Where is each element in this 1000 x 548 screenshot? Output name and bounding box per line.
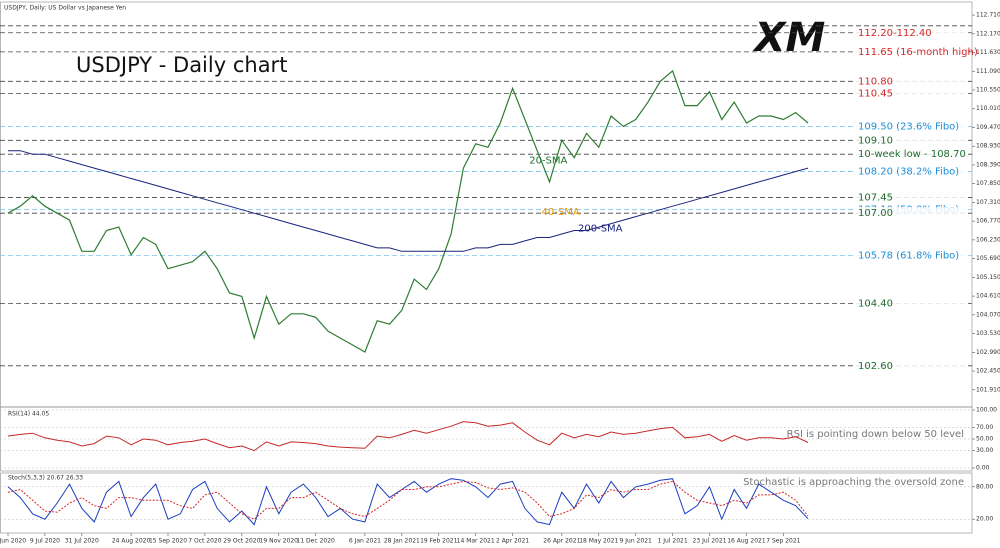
y-tick-label: 102.450: [976, 368, 1000, 375]
x-tick-label: 11 Dec 2020: [297, 538, 336, 545]
x-tick-label: 1 Jul 2021: [658, 538, 688, 545]
y-tick-label: 50.00: [976, 436, 993, 443]
x-tick-label: 19 Nov 2020: [260, 538, 299, 545]
level-label-bg: [853, 148, 965, 160]
level-label-bg: [853, 165, 965, 177]
y-tick-label: 109.470: [976, 124, 1000, 131]
y-tick-label: 112.170: [976, 30, 1000, 37]
x-tick-label: 26 Apr 2021: [543, 538, 580, 545]
series-line: [8, 150, 809, 252]
x-tick-label: 18 May 2021: [579, 538, 618, 545]
x-tick-label: 16 Aug 2021: [727, 538, 766, 545]
x-tick-label: 7 Oct 2020: [188, 538, 221, 545]
level-label: 107.45: [858, 193, 893, 204]
x-tick-label: 7 Sep 2021: [766, 538, 800, 545]
y-tick-label: 112.710: [976, 12, 1000, 19]
y-tick-label: 70.00: [976, 424, 993, 431]
level-label: 107.00: [858, 208, 893, 219]
x-tick-label: 6 Jan 2021: [349, 538, 381, 545]
series-line: [7, 478, 809, 526]
level-label-bg: [853, 359, 965, 371]
level-label: 104.40: [858, 298, 893, 309]
rsi-annotation: RSI is pointing down below 50 level: [787, 429, 964, 440]
level-label-bg: [853, 120, 965, 132]
series-line: [7, 69, 809, 353]
y-tick-label: 105.690: [976, 255, 1000, 262]
x-tick-label: 9 Jun 2021: [620, 538, 652, 545]
y-tick-label: 108.390: [976, 161, 1000, 168]
chart-title: USDJPY - Daily chart: [76, 53, 287, 77]
series-line: [7, 480, 809, 520]
x-tick-label: 23 Jul 2021: [693, 538, 727, 545]
y-tick-label: 110.550: [976, 87, 1000, 94]
x-tick-label: 28 Jan 2021: [384, 538, 420, 545]
line-label: 40-SMA: [542, 207, 580, 218]
y-tick-label: 0.00: [976, 465, 990, 472]
series-label: 200-SMA: [578, 224, 623, 235]
level-label: 110.80: [858, 76, 893, 87]
level-label: 109.10: [858, 135, 893, 146]
stoch-title: Stoch(5,3,3) 20.67 26.33: [8, 475, 83, 482]
level-label-bg: [853, 249, 965, 261]
y-tick-label: 104.070: [976, 311, 1000, 318]
y-tick-label: 107.310: [976, 199, 1000, 206]
y-tick-label: 80.00: [976, 483, 993, 490]
x-tick-label: 29 Oct 2020: [223, 538, 260, 545]
y-tick-label: 20.00: [976, 516, 993, 523]
level-label-bg: [853, 207, 965, 219]
y-tick-label: 111.630: [976, 49, 1000, 56]
y-tick-label: 111.090: [976, 68, 1000, 75]
x-tick-label: 2 Apr 2021: [496, 538, 529, 545]
x-tick-label: 24 Aug 2020: [112, 538, 151, 545]
level-label: 105.78 (61.8% Fibo): [858, 251, 959, 262]
logo: XM: [752, 15, 826, 61]
level-label-bg: [853, 75, 965, 87]
y-tick-label: 106.770: [976, 218, 1000, 225]
level-label-bg: [853, 45, 965, 57]
y-tick-label: 30.00: [976, 447, 993, 454]
panel-frame: [0, 472, 973, 534]
level-label: 108.20 (38.2% Fibo): [858, 167, 959, 178]
series-line: [7, 421, 809, 452]
level-label-bg: [853, 191, 965, 203]
level-label: 102.60: [858, 361, 893, 372]
level-label: 10-week low - 108.70: [858, 149, 966, 160]
x-tick-label: 31 Jul 2020: [65, 538, 99, 545]
x-tick-label: 17 Jun 2020: [0, 538, 26, 545]
x-tick-label: 14 Mar 2021: [457, 538, 495, 545]
x-tick-label: 15 Sep 2020: [149, 538, 187, 545]
chart-subtitle: USDJPY, Daily: US Dollar vs Japanese Yen: [4, 5, 126, 12]
rsi-title: RSI(14) 44.05: [8, 411, 49, 418]
level-label-bg: [853, 297, 965, 309]
level-label-bg: [853, 87, 965, 99]
line-label: 20-SMA: [529, 156, 567, 167]
y-tick-label: 108.930: [976, 143, 1000, 150]
level-label-bg: [853, 26, 965, 38]
y-tick-label: 101.910: [976, 386, 1000, 393]
level-label: 112.20-112.40: [858, 28, 932, 39]
y-tick-label: 102.990: [976, 349, 1000, 356]
level-label: 111.65 (16-month high): [858, 47, 978, 58]
y-tick-label: 110.010: [976, 105, 1000, 112]
y-tick-label: 103.530: [976, 330, 1000, 337]
y-tick-label: 100.00: [976, 407, 997, 414]
x-tick-label: 19 Feb 2021: [420, 538, 458, 545]
stoch-annotation: Stochastic is approaching the oversold z…: [743, 477, 964, 488]
y-tick-label: 107.850: [976, 180, 1000, 187]
level-label-bg: [853, 134, 965, 146]
x-tick-label: 9 Jul 2020: [30, 538, 60, 545]
y-tick-label: 105.150: [976, 274, 1000, 281]
level-label: 109.50 (23.6% Fibo): [858, 121, 959, 132]
level-label: 110.45: [858, 88, 893, 99]
y-tick-label: 104.610: [976, 293, 1000, 300]
y-tick-label: 106.230: [976, 236, 1000, 243]
